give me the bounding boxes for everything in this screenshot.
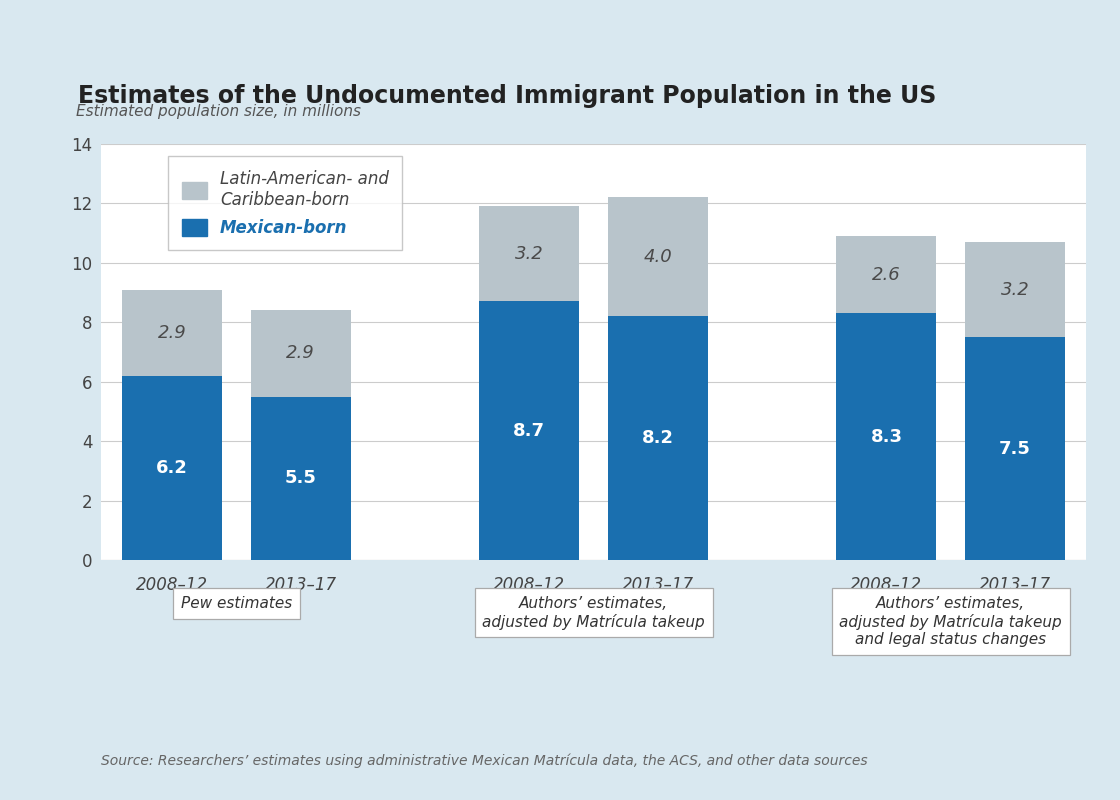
Text: Estimated population size, in millions: Estimated population size, in millions [76, 104, 361, 119]
Text: Authors’ estimates,
adjusted by Matrícula takeup
and legal status changes: Authors’ estimates, adjusted by Matrícul… [839, 596, 1062, 647]
Text: Source: Researchers’ estimates using administrative Mexican Matrícula data, the : Source: Researchers’ estimates using adm… [101, 754, 867, 768]
Bar [837, 314, 936, 560]
Bar [479, 206, 579, 302]
Text: Estimates of the Undocumented Immigrant Population in the US: Estimates of the Undocumented Immigrant … [78, 84, 936, 108]
Text: 2.9: 2.9 [158, 324, 187, 342]
Bar [251, 397, 351, 560]
Bar [608, 198, 708, 316]
Text: 7.5: 7.5 [999, 439, 1030, 458]
Bar [251, 310, 351, 397]
Text: 5.5: 5.5 [284, 470, 317, 487]
Text: 8.7: 8.7 [513, 422, 545, 440]
Legend: Latin-American- and
Caribbean-born, Mexican-born: Latin-American- and Caribbean-born, Mexi… [168, 157, 402, 250]
Bar [608, 316, 708, 560]
Text: 3.2: 3.2 [515, 245, 543, 263]
Bar [122, 290, 222, 376]
Bar [965, 337, 1065, 560]
Text: 8.3: 8.3 [870, 428, 903, 446]
Bar [965, 242, 1065, 337]
Text: Authors’ estimates,
adjusted by Matrícula takeup: Authors’ estimates, adjusted by Matrícul… [483, 596, 704, 630]
Text: 2.9: 2.9 [287, 345, 315, 362]
Bar [479, 302, 579, 560]
Text: 6.2: 6.2 [157, 459, 188, 477]
Bar [122, 376, 222, 560]
Text: 4.0: 4.0 [644, 248, 672, 266]
Text: 8.2: 8.2 [642, 429, 674, 447]
Text: 3.2: 3.2 [1000, 281, 1029, 298]
Bar [837, 236, 936, 314]
Text: Pew estimates: Pew estimates [180, 596, 292, 611]
Text: 2.6: 2.6 [872, 266, 900, 284]
